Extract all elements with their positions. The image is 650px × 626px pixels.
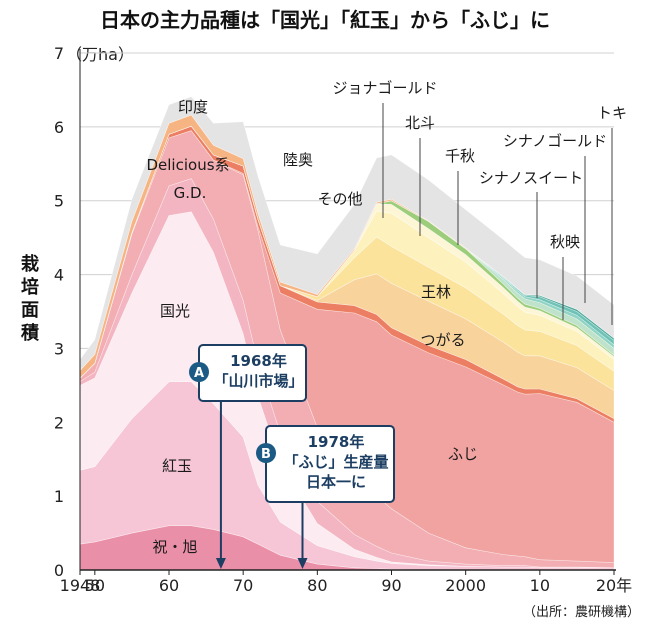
y-axis-label: 栽 培 面 積 xyxy=(20,253,40,344)
area-label-シナノスイート: シナノスイート xyxy=(479,169,583,187)
annotation-badge-B xyxy=(256,443,276,463)
y-axis-label-char: 栽 xyxy=(21,253,39,275)
area-label-ふじ: ふじ xyxy=(448,445,478,463)
area-label-印度: 印度 xyxy=(178,98,208,116)
annotation-text-A-0: 1968年 xyxy=(230,352,287,370)
x-tick-label-2020: 20年 xyxy=(596,576,632,595)
x-tick-label-1948: 1948 xyxy=(60,576,101,595)
area-label-北斗: 北斗 xyxy=(405,114,435,132)
x-tick-label-1970: 70 xyxy=(233,576,253,595)
area-label-シナノゴールド: シナノゴールド xyxy=(503,132,607,150)
y-unit-label: （万ha） xyxy=(66,45,134,64)
source-note: （出所：農研機構） xyxy=(523,605,640,620)
annotation-badge-A xyxy=(189,362,209,382)
area-label-祝・旭: 祝・旭 xyxy=(152,538,197,556)
annotation-arrowhead-B xyxy=(297,558,308,569)
y-tick-label-2: 2 xyxy=(54,413,64,432)
x-tick-label-1990: 90 xyxy=(381,576,401,595)
chart-title: 日本の主力品種は「国光」「紅玉」から「ふじ」に xyxy=(100,8,550,32)
annotation-badge-letter-B: B xyxy=(261,447,271,462)
area-その他 xyxy=(79,96,615,372)
y-tick-label-6: 6 xyxy=(54,118,64,137)
area-label-国光: 国光 xyxy=(160,302,190,320)
annotation-text-B-0: 1978年 xyxy=(308,433,365,451)
x-tick-label-2010: 10 xyxy=(530,576,550,595)
y-tick-label-5: 5 xyxy=(54,192,64,211)
y-tick-label-7: 7 xyxy=(54,44,64,63)
y-tick-label-0: 0 xyxy=(54,561,64,580)
annotation-arrowhead-A xyxy=(215,558,226,569)
area-label-ジョナゴールド: ジョナゴールド xyxy=(332,79,437,97)
annotation-A: A 1968年「山川市場」 xyxy=(189,344,307,569)
x-tick-label-1980: 80 xyxy=(307,576,327,595)
y-axis-label-char: 面 xyxy=(21,300,39,321)
y-axis-label-char: 培 xyxy=(21,276,39,298)
y-tick-label-4: 4 xyxy=(54,266,64,285)
area-label-紅玉: 紅玉 xyxy=(162,457,192,475)
annotation-box-B xyxy=(265,425,395,503)
area-label-G.D.: G.D. xyxy=(174,184,207,202)
y-axis-label-char: 積 xyxy=(20,322,40,344)
annotation-text-B-1: 「ふじ」生産量 xyxy=(283,453,388,471)
area-label-つがる: つがる xyxy=(420,331,465,349)
x-tick-label-1950: 50 xyxy=(85,576,105,595)
annotation-badge-letter-A: A xyxy=(194,366,204,381)
area-label-その他: その他 xyxy=(317,190,362,208)
area-label-Delicious系: Delicious系 xyxy=(146,156,229,174)
y-tick-label-1: 1 xyxy=(54,487,64,506)
area-label-王林: 王林 xyxy=(421,283,451,301)
area-label-秋映: 秋映 xyxy=(550,233,580,251)
y-tick-label-3: 3 xyxy=(54,339,64,358)
x-tick-label-1960: 60 xyxy=(159,576,179,595)
x-tick-label-2000: 2000 xyxy=(445,576,486,595)
area-label-千秋: 千秋 xyxy=(445,147,475,165)
annotation-text-B-2: 日本一に xyxy=(306,473,366,491)
annotation-text-A-1: 「山川市場」 xyxy=(213,372,303,390)
area-label-陸奥: 陸奥 xyxy=(283,151,313,169)
area-label-トキ: トキ xyxy=(597,104,627,122)
